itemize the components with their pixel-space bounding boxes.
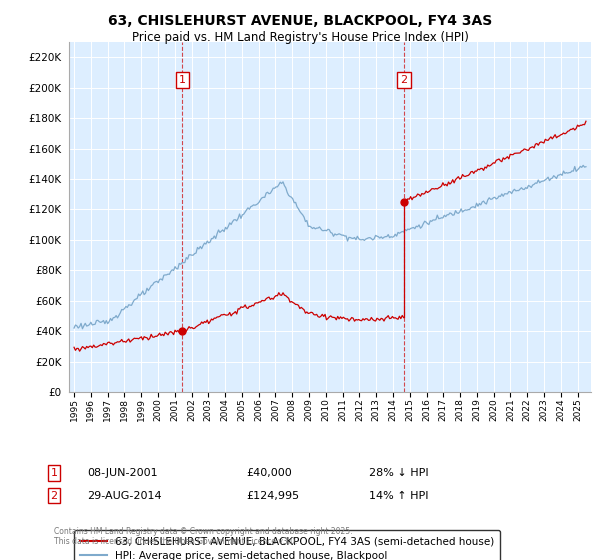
Text: Price paid vs. HM Land Registry's House Price Index (HPI): Price paid vs. HM Land Registry's House …	[131, 31, 469, 44]
Text: 1: 1	[50, 468, 58, 478]
Text: 08-JUN-2001: 08-JUN-2001	[87, 468, 158, 478]
Text: 28% ↓ HPI: 28% ↓ HPI	[369, 468, 428, 478]
Text: Contains HM Land Registry data © Crown copyright and database right 2025.
This d: Contains HM Land Registry data © Crown c…	[54, 526, 353, 546]
Text: 1: 1	[179, 75, 186, 85]
Text: 29-AUG-2014: 29-AUG-2014	[87, 491, 161, 501]
Legend: 63, CHISLEHURST AVENUE, BLACKPOOL, FY4 3AS (semi-detached house), HPI: Average p: 63, CHISLEHURST AVENUE, BLACKPOOL, FY4 3…	[74, 530, 500, 560]
Text: 14% ↑ HPI: 14% ↑ HPI	[369, 491, 428, 501]
Text: 2: 2	[50, 491, 58, 501]
Text: £124,995: £124,995	[246, 491, 299, 501]
Text: 63, CHISLEHURST AVENUE, BLACKPOOL, FY4 3AS: 63, CHISLEHURST AVENUE, BLACKPOOL, FY4 3…	[108, 14, 492, 28]
Text: £40,000: £40,000	[246, 468, 292, 478]
Text: 2: 2	[401, 75, 407, 85]
